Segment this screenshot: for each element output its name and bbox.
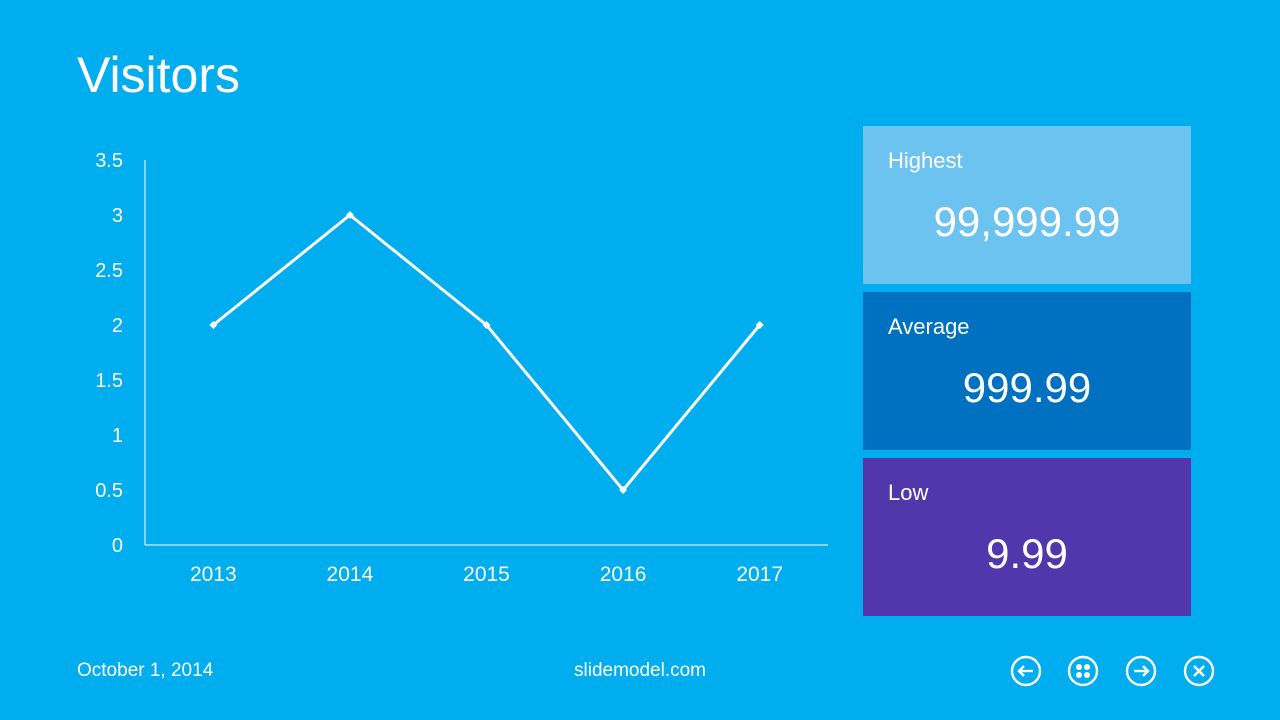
y-tick-label: 0.5 bbox=[95, 480, 123, 502]
stat-card-low: Low 9.99 bbox=[863, 458, 1191, 616]
x-tick-label: 2016 bbox=[600, 563, 647, 586]
stat-label-low: Low bbox=[888, 480, 929, 505]
data-point bbox=[209, 321, 218, 329]
series-line bbox=[212, 213, 761, 492]
stat-card-average: Average 999.99 bbox=[863, 292, 1191, 450]
stat-label-highest: Highest bbox=[888, 148, 963, 173]
x-tick-label: 2015 bbox=[463, 563, 510, 586]
close-icon bbox=[1183, 655, 1215, 687]
x-tick-label: 2014 bbox=[327, 563, 374, 586]
stat-value-low: 9.99 bbox=[986, 530, 1068, 577]
data-point bbox=[755, 321, 764, 329]
y-tick-label: 1.5 bbox=[95, 370, 123, 392]
slide-title: Visitors bbox=[77, 47, 241, 103]
stat-label-average: Average bbox=[888, 314, 970, 339]
y-tick-label: 1 bbox=[112, 425, 123, 447]
arrow-left-icon bbox=[1010, 655, 1042, 687]
x-tick-label: 2013 bbox=[190, 563, 237, 586]
slide-overview-button[interactable] bbox=[1067, 655, 1099, 687]
stat-value-average: 999.99 bbox=[962, 364, 1092, 411]
arrow-right-icon bbox=[1125, 655, 1157, 687]
footer-date: October 1, 2014 bbox=[77, 660, 214, 681]
previous-slide-button[interactable] bbox=[1010, 655, 1042, 687]
y-tick-label: 2.5 bbox=[95, 260, 123, 282]
x-tick-label: 2017 bbox=[736, 563, 783, 586]
footer-website: slidemodel.com bbox=[574, 660, 706, 681]
y-tick-label: 3.5 bbox=[95, 150, 123, 172]
data-point bbox=[482, 321, 491, 329]
close-button[interactable] bbox=[1183, 655, 1215, 687]
next-slide-button[interactable] bbox=[1125, 655, 1157, 687]
data-point bbox=[345, 211, 354, 219]
y-tick-label: 3 bbox=[112, 205, 123, 227]
stat-card-highest: Highest 99,999.99 bbox=[863, 126, 1191, 284]
stat-value-highest: 99,999.99 bbox=[933, 198, 1121, 245]
y-tick-label: 0 bbox=[112, 535, 123, 557]
y-tick-label: 2 bbox=[112, 315, 123, 337]
grid-icon bbox=[1067, 655, 1099, 687]
data-point bbox=[619, 486, 628, 494]
